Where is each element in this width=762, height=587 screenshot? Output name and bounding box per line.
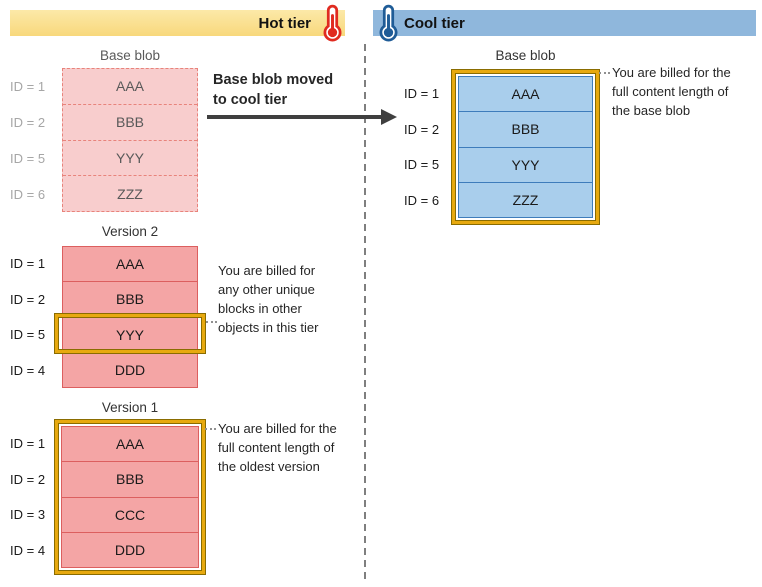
annotation-line: any other unique xyxy=(218,282,315,297)
dotted-connector xyxy=(206,321,217,323)
version2-table: AAA BBB YYY DDD xyxy=(62,246,198,388)
cool-tier-label: Cool tier xyxy=(404,14,465,32)
dotted-connector xyxy=(599,72,610,74)
arrow-head xyxy=(381,109,397,125)
dotted-connector xyxy=(205,428,216,430)
block-id-label: ID = 1 xyxy=(10,436,46,452)
move-arrow xyxy=(207,109,397,125)
block-row: DDD xyxy=(62,531,198,567)
block-id-label: ID = 1 xyxy=(10,256,46,272)
block-id-label: ID = 2 xyxy=(404,121,440,137)
block-row: AAA xyxy=(511,86,540,103)
annotation-line: You are billed for xyxy=(218,263,316,278)
annotation-line: the oldest version xyxy=(218,459,320,474)
hot-base-blob-title: Base blob xyxy=(99,48,161,63)
hot-tier-label: Hot tier xyxy=(258,14,312,32)
hot-tier-bar: Hot tier xyxy=(10,10,345,36)
annotation-line: blocks in other xyxy=(218,301,302,316)
block-id-label: ID = 1 xyxy=(404,86,440,102)
block-row: BBB xyxy=(63,103,197,140)
block-row: DDD xyxy=(63,351,197,387)
version1-annotation: You are billed for the full content leng… xyxy=(218,419,358,476)
block-row: BBB xyxy=(62,461,198,496)
block-id-label: ID = 6 xyxy=(404,192,440,208)
block-id-label: ID = 2 xyxy=(10,471,46,487)
cool-tier-bar: Cool tier xyxy=(373,10,756,36)
block-row: AAA xyxy=(115,78,144,95)
annotation-line: You are billed for the xyxy=(612,65,731,80)
block-id-label: ID = 4 xyxy=(10,542,46,558)
annotation-line: full content length of xyxy=(218,440,335,455)
hot-base-blob-table: AAA BBB YYY ZZZ xyxy=(62,68,198,212)
version1-title: Version 1 xyxy=(101,400,159,415)
version1-table: AAA BBB CCC DDD xyxy=(61,426,199,568)
block-row: ZZZ xyxy=(459,181,592,217)
block-row: CCC xyxy=(62,496,198,532)
annotation-line: full content length of xyxy=(612,84,729,99)
block-id-label: ID = 3 xyxy=(10,507,46,523)
block-id-label: ID = 6 xyxy=(10,186,46,202)
note-line: Base blob moved xyxy=(213,72,334,88)
annotation-line: objects in this tier xyxy=(218,320,319,335)
block-id-label: ID = 5 xyxy=(10,327,46,343)
block-id-label: ID = 1 xyxy=(10,78,46,94)
block-id-label: ID = 5 xyxy=(10,150,46,166)
arrow-shaft xyxy=(207,115,383,119)
version2-id-column: ID = 1 ID = 2 ID = 5 ID = 4 xyxy=(10,246,58,388)
cool-base-blob-id-column: ID = 1 ID = 2 ID = 5 ID = 6 xyxy=(404,76,452,218)
hot-thermometer-icon xyxy=(323,4,342,42)
annotation-line: You are billed for the xyxy=(218,421,337,436)
block-row: YYY xyxy=(63,316,197,352)
block-row: YYY xyxy=(459,146,592,182)
moved-to-cool-tier-note: Base blob moved to cool tier xyxy=(213,70,363,110)
block-row: BBB xyxy=(459,111,592,146)
cool-base-blob-annotation: You are billed for the full content leng… xyxy=(612,63,757,120)
block-id-label: ID = 5 xyxy=(404,157,440,173)
version2-title: Version 2 xyxy=(101,224,159,239)
block-row: AAA xyxy=(115,436,144,453)
version1-billed-highlight: AAA BBB CCC DDD xyxy=(55,420,205,574)
hot-base-blob-id-column: ID = 1 ID = 2 ID = 5 ID = 6 xyxy=(10,68,58,212)
block-id-label: ID = 4 xyxy=(10,362,46,378)
cool-base-blob-billed-highlight: AAA BBB YYY ZZZ xyxy=(452,70,599,224)
tier-divider-dashed-line xyxy=(364,44,366,582)
version2-annotation: You are billed for any other unique bloc… xyxy=(218,261,353,337)
version1-id-column: ID = 1 ID = 2 ID = 3 ID = 4 xyxy=(10,426,58,568)
block-id-label: ID = 2 xyxy=(10,291,46,307)
cool-thermometer-icon xyxy=(379,4,398,42)
cool-base-blob-title: Base blob xyxy=(495,48,556,63)
block-row: ZZZ xyxy=(63,175,197,211)
block-row: BBB xyxy=(63,281,197,316)
block-row: YYY xyxy=(63,139,197,176)
annotation-line: the base blob xyxy=(612,103,691,118)
block-row: AAA xyxy=(115,256,144,273)
cool-base-blob-table: AAA BBB YYY ZZZ xyxy=(458,76,593,218)
block-id-label: ID = 2 xyxy=(10,114,46,130)
note-line: to cool tier xyxy=(213,92,288,108)
